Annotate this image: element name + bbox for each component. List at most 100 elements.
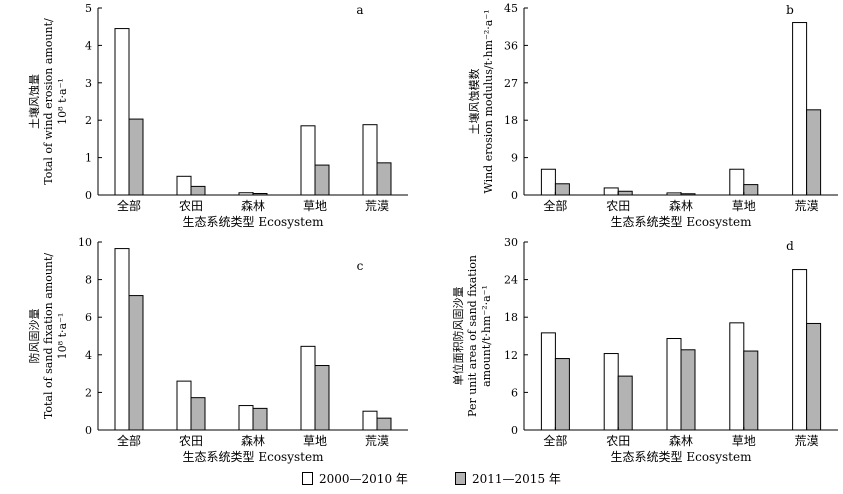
y-tick-label: 0 bbox=[85, 424, 92, 437]
bar-荒漠-series-1 bbox=[792, 22, 808, 196]
x-tick-label: 荒漠 bbox=[365, 434, 389, 448]
bar-荒漠-series-2 bbox=[806, 322, 822, 431]
bar-森林-series-1 bbox=[238, 405, 254, 431]
x-tick-label: 荒漠 bbox=[795, 199, 819, 213]
x-axis-label: 生态系统类型 Ecosystem bbox=[611, 215, 753, 229]
bar-草地-series-2 bbox=[314, 365, 330, 431]
bar-草地-series-2 bbox=[314, 164, 330, 196]
y-axis-label: Wind erosion modulus/t·hm⁻²·a⁻¹ bbox=[482, 9, 495, 193]
bar-农田-series-1 bbox=[176, 380, 192, 431]
y-tick-label: 36 bbox=[504, 39, 518, 52]
bar-荒漠-series-2 bbox=[376, 417, 392, 431]
bar-全部-series-1 bbox=[114, 248, 130, 431]
x-tick-label: 森林 bbox=[241, 433, 265, 448]
bar-农田-series-1 bbox=[176, 175, 192, 196]
panel-label: a bbox=[356, 3, 363, 17]
bar-农田-series-2 bbox=[617, 190, 633, 196]
x-axis-label: 生态系统类型 Ecosystem bbox=[611, 450, 753, 464]
bar-草地-series-1 bbox=[300, 125, 316, 196]
y-axis-label: Per unit area of sand fixation bbox=[466, 255, 479, 417]
panel-label: c bbox=[357, 259, 364, 273]
y-tick-label: 10 bbox=[78, 236, 92, 249]
bar-荒漠-series-1 bbox=[792, 269, 808, 431]
y-axis-label: 10⁸ t·a⁻¹ bbox=[56, 78, 69, 125]
legend-swatch-white bbox=[302, 472, 313, 485]
bar-全部-series-2 bbox=[128, 295, 144, 431]
y-tick-label: 6 bbox=[85, 311, 92, 324]
chart-panel-d: 全部 农田 森林 草地 荒漠 0 6 12 18 24 30 生态系统类型 Ecosystem 单位面积… bbox=[451, 236, 838, 464]
y-tick-label: 18 bbox=[504, 114, 518, 127]
y-tick-label: 45 bbox=[504, 2, 518, 15]
bar-草地-series-1 bbox=[729, 322, 745, 431]
y-tick-label: 27 bbox=[504, 77, 518, 90]
y-tick-label: 2 bbox=[85, 386, 92, 399]
y-axis-label: 单位面积防风固沙量 bbox=[451, 287, 465, 386]
chart-panel-a: 全部 农田 森林 草地 荒漠 0 1 2 3 4 5 生态系统类型 Ecosystem 土壤风蚀量 Tot… bbox=[27, 2, 408, 229]
bar-全部-series-1 bbox=[114, 28, 130, 196]
bar-全部-series-2 bbox=[554, 358, 570, 431]
x-axis-label: 生态系统类型 Ecosystem bbox=[183, 450, 325, 464]
bar-荒漠-series-2 bbox=[376, 162, 392, 196]
x-tick-label: 农田 bbox=[606, 434, 630, 448]
bar-全部-series-2 bbox=[554, 183, 570, 196]
y-tick-label: 0 bbox=[511, 424, 518, 437]
chart-panel-c: 全部 农田 森林 草地 荒漠 0 2 4 6 8 10 生态系统类型 Ecosystem 防风固沙量 To… bbox=[27, 236, 408, 464]
x-tick-label: 森林 bbox=[241, 198, 265, 213]
bar-森林-series-1 bbox=[666, 338, 682, 431]
x-tick-label: 全部 bbox=[543, 198, 567, 213]
y-tick-label: 2 bbox=[85, 114, 92, 127]
bar-农田-series-1 bbox=[603, 353, 619, 431]
y-axis-label: 防风固沙量 bbox=[27, 309, 41, 364]
bar-荒漠-series-1 bbox=[362, 410, 378, 431]
y-axis-label: 土壤风蚀量 bbox=[27, 74, 41, 129]
y-tick-label: 0 bbox=[511, 189, 518, 202]
bar-森林-series-2 bbox=[680, 349, 696, 431]
legend-item-2011-2015: 2011—2015 年 bbox=[455, 470, 561, 487]
panel-label: d bbox=[786, 239, 794, 253]
y-tick-label: 30 bbox=[504, 236, 518, 249]
x-tick-label: 森林 bbox=[669, 198, 693, 213]
x-tick-label: 荒漠 bbox=[795, 434, 819, 448]
x-tick-label: 草地 bbox=[732, 434, 756, 448]
y-tick-label: 8 bbox=[85, 274, 92, 287]
x-tick-label: 全部 bbox=[117, 198, 141, 213]
y-tick-label: 1 bbox=[85, 152, 92, 165]
bar-农田-series-2 bbox=[617, 375, 633, 431]
bar-森林-series-2 bbox=[252, 407, 268, 431]
x-tick-label: 农田 bbox=[606, 199, 630, 213]
y-axis-label: 土壤风蚀模数 bbox=[467, 69, 481, 135]
y-tick-label: 24 bbox=[504, 274, 518, 287]
bar-草地-series-1 bbox=[729, 168, 745, 196]
x-tick-label: 农田 bbox=[179, 199, 203, 213]
bar-全部-series-2 bbox=[128, 118, 144, 196]
bar-草地-series-2 bbox=[743, 184, 759, 196]
legend-label: 2011—2015 年 bbox=[472, 472, 561, 486]
x-tick-label: 森林 bbox=[669, 433, 693, 448]
bar-全部-series-1 bbox=[540, 332, 556, 431]
bar-荒漠-series-2 bbox=[806, 109, 822, 196]
bar-荒漠-series-1 bbox=[362, 124, 378, 196]
x-tick-label: 农田 bbox=[179, 434, 203, 448]
bar-全部-series-1 bbox=[540, 168, 556, 196]
bar-农田-series-1 bbox=[603, 187, 619, 196]
x-tick-label: 全部 bbox=[543, 433, 567, 448]
panel-label: b bbox=[786, 3, 794, 17]
x-tick-label: 草地 bbox=[303, 434, 327, 448]
y-tick-label: 6 bbox=[511, 386, 518, 399]
x-tick-label: 草地 bbox=[732, 199, 756, 213]
y-tick-label: 4 bbox=[85, 349, 92, 362]
bar-农田-series-2 bbox=[190, 185, 206, 196]
y-tick-label: 5 bbox=[85, 2, 92, 15]
x-tick-label: 全部 bbox=[117, 433, 141, 448]
legend-item-2000-2010: 2000—2010 年 bbox=[302, 470, 408, 487]
y-tick-label: 12 bbox=[504, 349, 518, 362]
y-tick-label: 18 bbox=[504, 311, 518, 324]
legend: 2000—2010 年 2011—2015 年 bbox=[0, 470, 843, 490]
bar-草地-series-2 bbox=[743, 350, 759, 431]
y-tick-label: 4 bbox=[85, 39, 92, 52]
legend-swatch-gray bbox=[455, 472, 466, 485]
y-axis-label: Total of sand fixation amount/ bbox=[42, 253, 55, 420]
y-axis-label: amount/t·hm⁻²·a⁻¹ bbox=[480, 285, 493, 387]
y-tick-label: 3 bbox=[85, 77, 92, 90]
